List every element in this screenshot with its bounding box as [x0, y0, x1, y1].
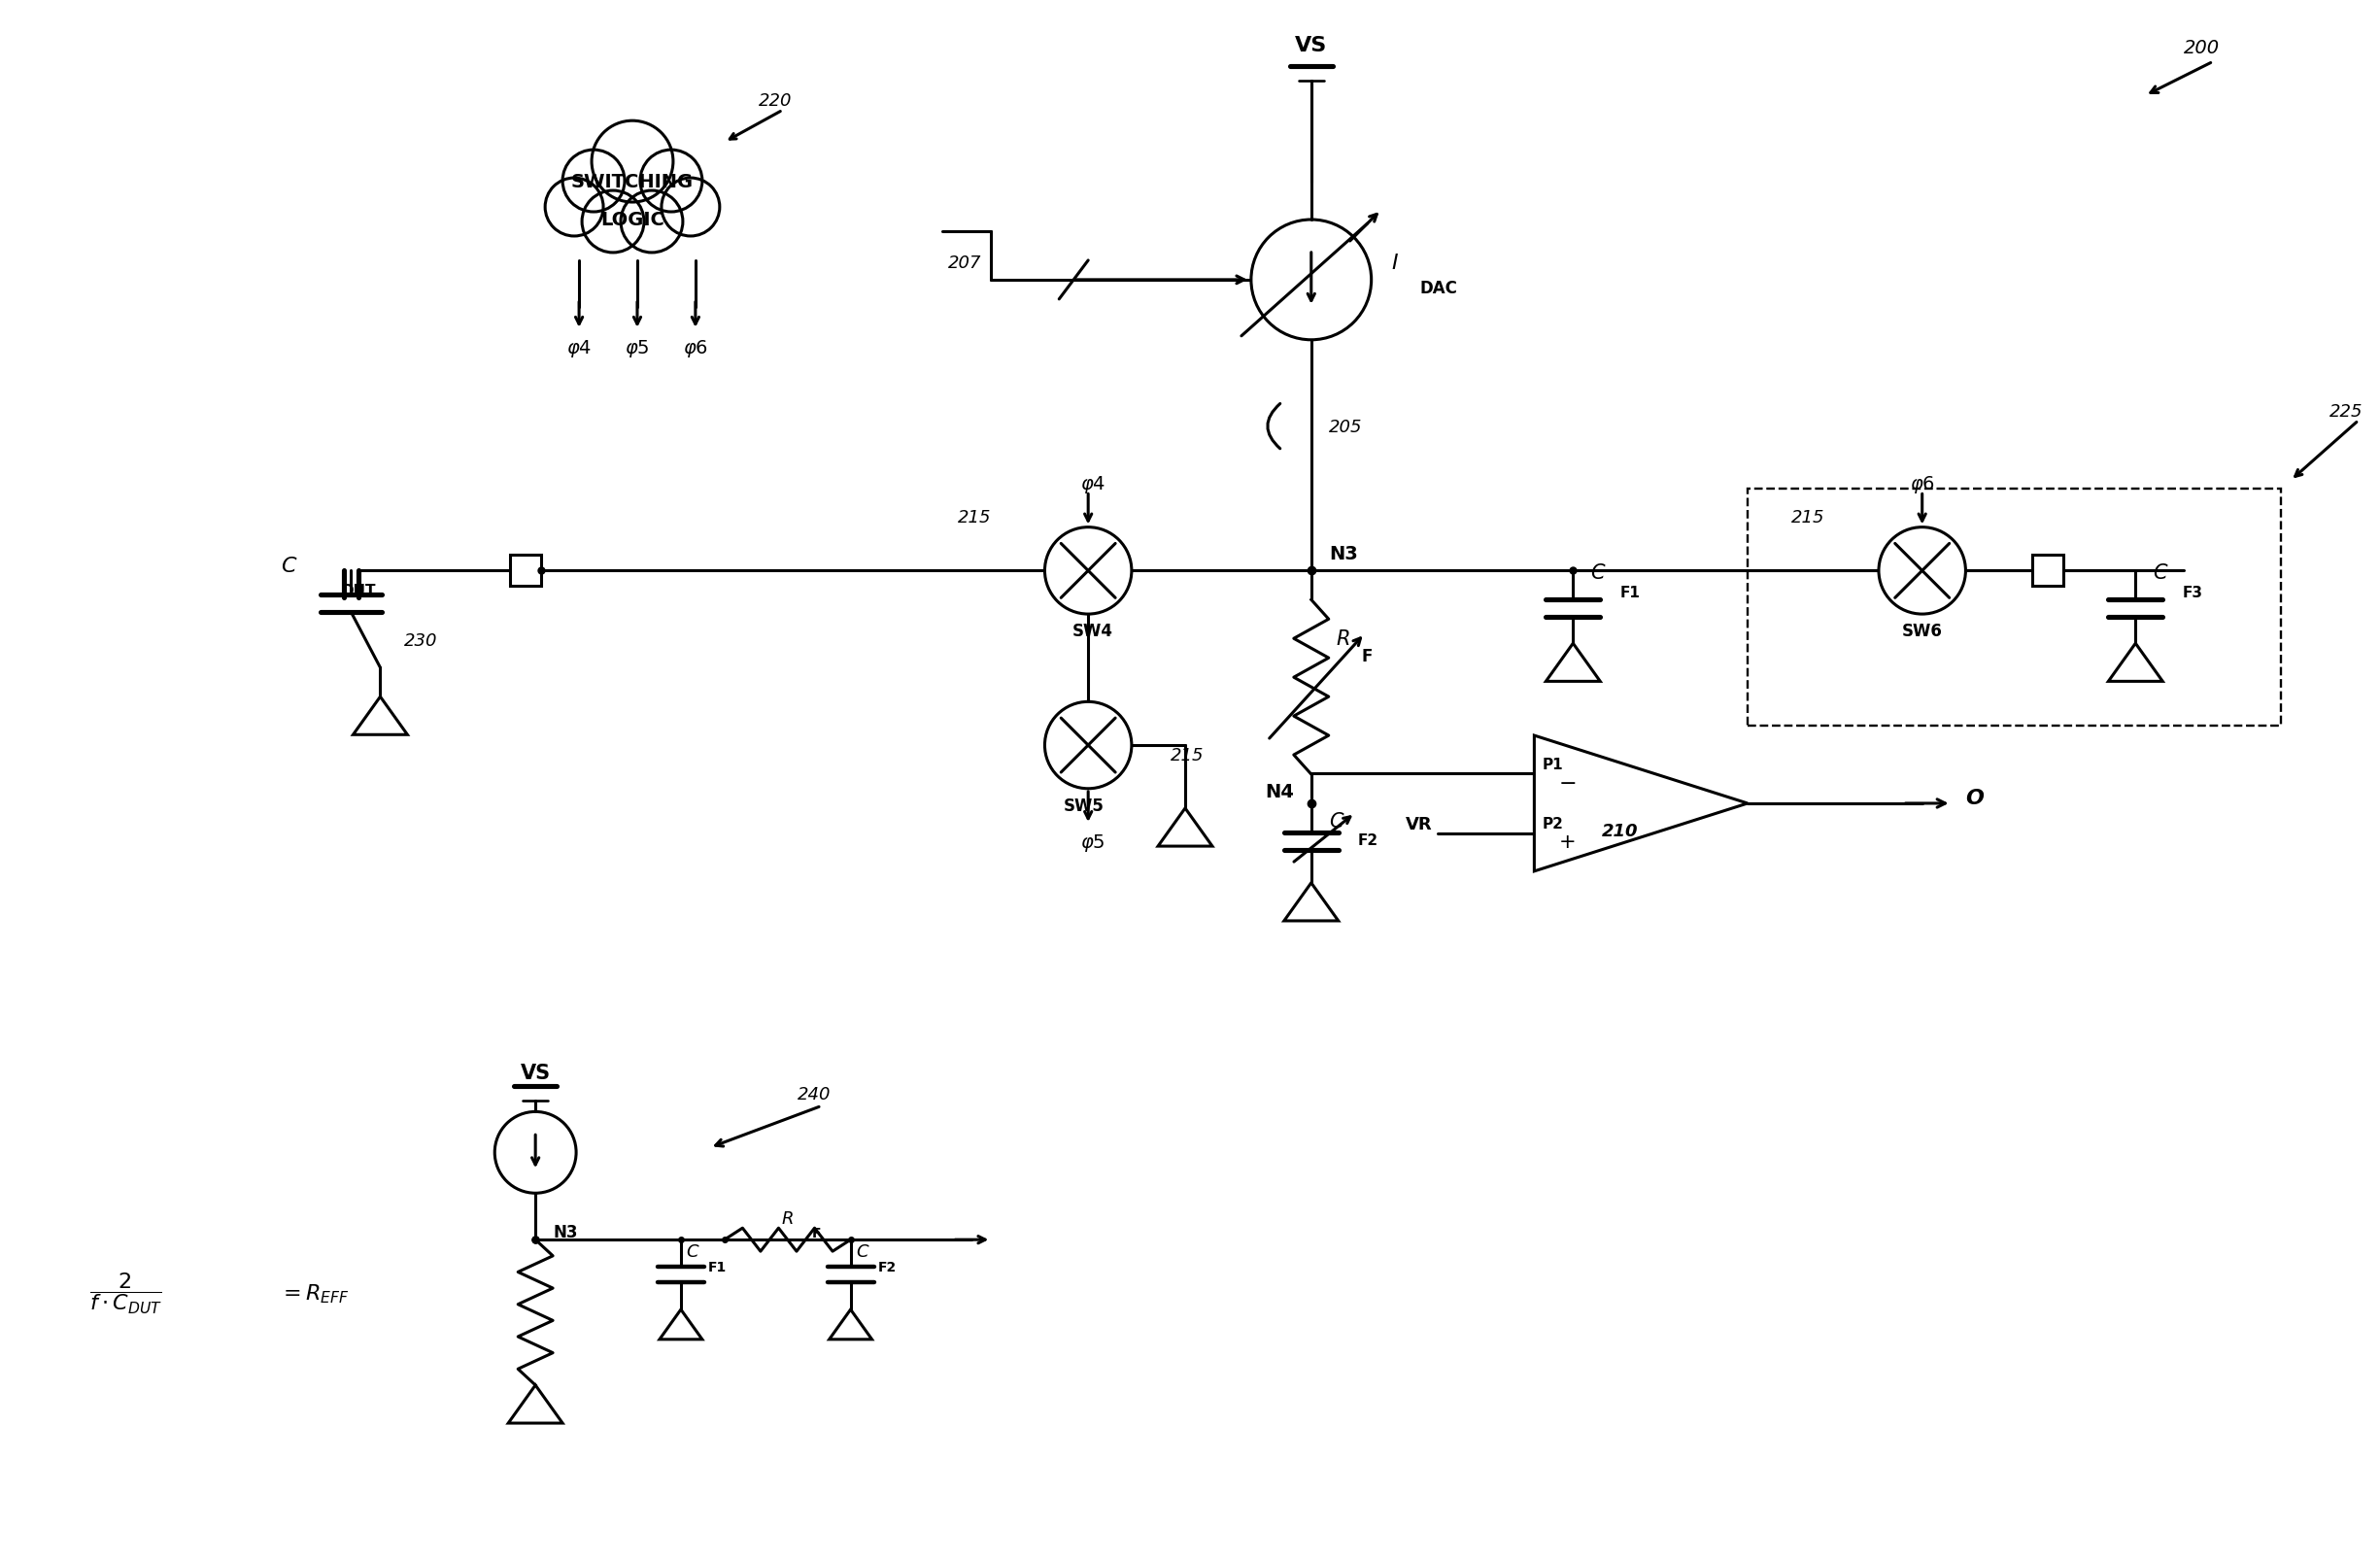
Text: P1: P1 [1542, 757, 1564, 771]
Text: F2: F2 [878, 1260, 897, 1274]
Text: $R$: $R$ [1335, 629, 1349, 649]
Circle shape [640, 150, 702, 212]
Text: $\dfrac{2}{f \cdot C_{DUT}}$: $\dfrac{2}{f \cdot C_{DUT}}$ [90, 1271, 162, 1316]
Text: 200: 200 [2185, 39, 2221, 58]
Text: 220: 220 [759, 92, 793, 109]
Bar [2033, 556, 2063, 587]
Text: O: O [1966, 788, 1985, 807]
Text: $C$: $C$ [1328, 812, 1345, 830]
Text: SW6: SW6 [1902, 623, 1942, 640]
Text: $C$: $C$ [1590, 564, 1607, 582]
Text: LOGIC: LOGIC [600, 211, 664, 229]
Text: SWITCHING: SWITCHING [571, 172, 693, 190]
Text: $C$: $C$ [685, 1243, 700, 1260]
Circle shape [1045, 528, 1130, 615]
Text: $\varphi5$: $\varphi5$ [1081, 832, 1104, 854]
Text: 215: 215 [1171, 746, 1204, 763]
Text: DUT: DUT [340, 584, 376, 598]
Text: N4: N4 [1264, 784, 1295, 801]
Text: $\varphi6$: $\varphi6$ [1909, 473, 1935, 495]
Circle shape [583, 192, 645, 253]
Text: F1: F1 [1621, 585, 1640, 599]
Text: 225: 225 [2330, 403, 2363, 420]
Circle shape [621, 192, 683, 253]
Text: F: F [812, 1227, 821, 1239]
Text: 215: 215 [1792, 509, 1825, 526]
Text: 240: 240 [797, 1086, 831, 1104]
Text: $C$: $C$ [854, 1243, 869, 1260]
Text: SW4: SW4 [1073, 623, 1114, 640]
Bar [509, 556, 540, 587]
Text: 215: 215 [957, 509, 990, 526]
Text: F3: F3 [2182, 585, 2202, 599]
Text: SW5: SW5 [1064, 798, 1104, 815]
Text: $I$: $I$ [1390, 253, 1399, 273]
Text: $\varphi4$: $\varphi4$ [566, 337, 593, 359]
Text: $\varphi6$: $\varphi6$ [683, 337, 709, 359]
Text: 207: 207 [947, 254, 981, 272]
Circle shape [1878, 528, 1966, 615]
Text: 230: 230 [405, 632, 438, 649]
Text: DAC: DAC [1421, 279, 1457, 297]
Text: VS: VS [521, 1063, 550, 1083]
Text: P2: P2 [1542, 816, 1564, 830]
Bar [1747, 489, 2280, 726]
Text: $R$: $R$ [781, 1210, 795, 1227]
Text: $\varphi4$: $\varphi4$ [1081, 473, 1107, 495]
Circle shape [562, 150, 624, 212]
Text: F: F [1361, 648, 1373, 665]
Text: $C$: $C$ [281, 557, 298, 576]
Polygon shape [1535, 735, 1747, 871]
Text: $-$: $-$ [1559, 773, 1576, 791]
Circle shape [662, 178, 719, 237]
Circle shape [1045, 702, 1130, 788]
Text: 205: 205 [1328, 418, 1361, 436]
Text: N3: N3 [552, 1224, 578, 1241]
Text: VR: VR [1407, 815, 1433, 832]
Text: F1: F1 [707, 1260, 726, 1274]
Text: N3: N3 [1328, 545, 1357, 564]
Text: 210: 210 [1602, 823, 1637, 840]
Text: VS: VS [1295, 36, 1328, 56]
Text: $= R_{EFF}$: $= R_{EFF}$ [278, 1282, 350, 1305]
Circle shape [545, 178, 602, 237]
Circle shape [593, 122, 674, 203]
Text: $\varphi5$: $\varphi5$ [626, 337, 650, 359]
Text: $C$: $C$ [2154, 564, 2168, 582]
Text: F2: F2 [1357, 834, 1378, 848]
Text: $+$: $+$ [1559, 832, 1576, 851]
